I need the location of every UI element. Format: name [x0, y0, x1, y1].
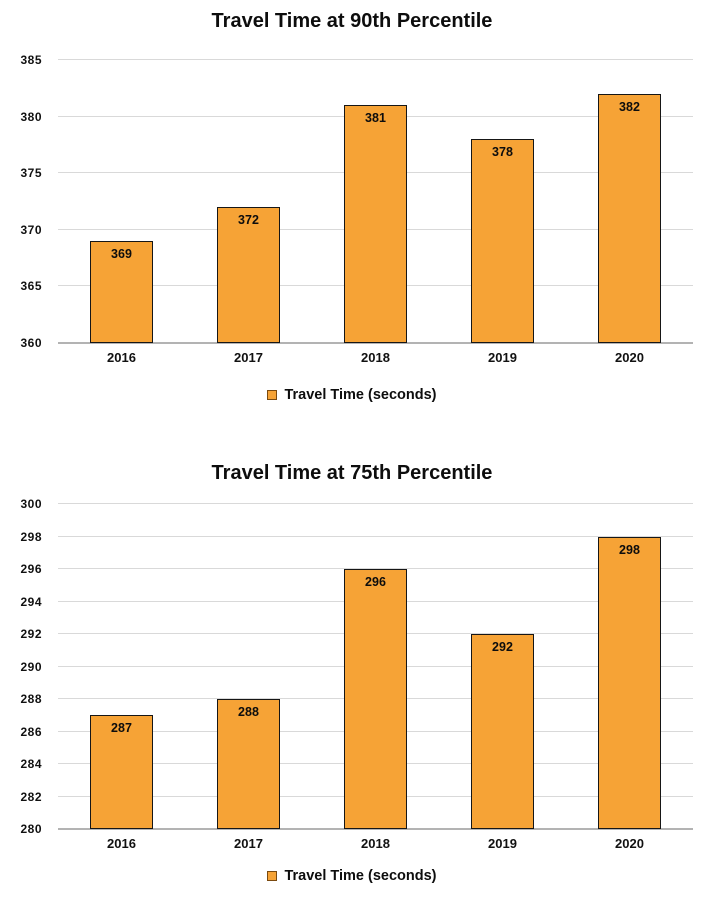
bar-value-label: 369: [111, 247, 132, 262]
bar-slot: 296: [312, 504, 439, 829]
bar-slot: 382: [566, 60, 693, 343]
bar: 382: [598, 93, 661, 343]
legend-swatch-icon: [267, 390, 278, 400]
gridline: [58, 828, 693, 830]
x-axis: 2016 2017 2018 2019 2020: [58, 836, 693, 851]
y-tick-label: 375: [20, 166, 42, 181]
bar-slot: 287: [58, 504, 185, 829]
bar-value-label: 298: [619, 542, 640, 557]
bar-value-label: 372: [238, 213, 259, 228]
bar-slot: 381: [312, 60, 439, 343]
plot-area: 360 365 370 375 380 385 369 372 381 378 382: [20, 54, 693, 349]
y-tick-label: 280: [20, 822, 42, 836]
x-axis: 2016 2017 2018 2019 2020: [58, 350, 693, 365]
y-tick-label: 370: [20, 222, 42, 237]
bar: 381: [344, 105, 407, 343]
gridline: [58, 342, 693, 344]
gridline: [58, 535, 693, 537]
bar: 288: [217, 699, 280, 829]
bar-value-label: 292: [492, 640, 513, 654]
y-axis: 360 365 370 375 380 385: [0, 54, 50, 349]
legend-label: Travel Time (seconds): [284, 868, 437, 884]
x-tick-label: 2018: [361, 836, 390, 851]
y-tick-label: 288: [20, 692, 42, 706]
legend: Travel Time (seconds): [0, 868, 704, 884]
y-tick-label: 282: [20, 789, 42, 804]
y-tick-label: 290: [20, 659, 42, 674]
bar-value-label: 382: [619, 99, 640, 114]
y-tick-label: 284: [20, 757, 42, 771]
bar: 378: [471, 139, 534, 343]
bar: 292: [471, 634, 534, 829]
y-tick-label: 380: [20, 109, 42, 124]
chart-travel-time-75th: Travel Time at 75th Percentile 280 282 284…: [0, 460, 704, 884]
y-tick-label: 365: [20, 279, 42, 294]
x-tick-label: 2017: [234, 836, 263, 851]
chart-divider-space: [0, 403, 704, 460]
bar-slot: 298: [566, 504, 693, 829]
bar: 369: [90, 241, 153, 343]
y-tick-label: 286: [20, 724, 42, 739]
x-tick-label: 2017: [234, 350, 263, 365]
legend-label: Travel Time (seconds): [284, 387, 437, 403]
x-tick-label: 2016: [107, 350, 136, 365]
bar-slot: 288: [185, 504, 312, 829]
x-tick-label: 2019: [488, 350, 517, 365]
legend: Travel Time (seconds): [0, 387, 704, 403]
bar: 296: [344, 569, 407, 829]
x-tick-label: 2020: [615, 836, 644, 851]
y-tick-label: 292: [20, 627, 42, 641]
bar: 372: [217, 207, 280, 343]
y-tick-label: 300: [20, 497, 42, 511]
x-tick-label: 2020: [615, 350, 644, 365]
bar-value-label: 381: [365, 111, 386, 126]
bar-value-label: 288: [238, 705, 259, 719]
y-tick-label: 360: [20, 336, 42, 350]
bar-value-label: 378: [492, 145, 513, 160]
y-axis: 280 282 284 286 288 290 292 294 296 298 300: [0, 498, 50, 835]
y-tick-label: 298: [20, 529, 42, 544]
x-tick-label: 2019: [488, 836, 517, 851]
bar: 287: [90, 715, 153, 829]
y-tick-label: 385: [20, 53, 42, 67]
x-tick-label: 2018: [361, 350, 390, 365]
chart-title: Travel Time at 90th Percentile: [211, 10, 493, 32]
bar-slot: 378: [439, 60, 566, 343]
chart-travel-time-90th: Travel Time at 90th Percentile 360 365 370…: [0, 0, 704, 403]
gridline: [58, 503, 693, 504]
gridline: [58, 568, 693, 569]
chart-title: Travel Time at 75th Percentile: [211, 462, 493, 484]
bar-slot: 292: [439, 504, 566, 829]
bar-slot: 372: [185, 60, 312, 343]
gridline: [58, 59, 693, 60]
bar-slot: 369: [58, 60, 185, 343]
plot-area: 280 282 284 286 288 290 292 294 296 298 300 287 288…: [20, 498, 693, 835]
y-tick-label: 296: [20, 562, 42, 576]
bar-value-label: 287: [111, 721, 132, 736]
bar: 298: [598, 536, 661, 829]
x-tick-label: 2016: [107, 836, 136, 851]
bar-value-label: 296: [365, 575, 386, 589]
legend-swatch-icon: [267, 871, 278, 881]
y-tick-label: 294: [20, 594, 42, 609]
